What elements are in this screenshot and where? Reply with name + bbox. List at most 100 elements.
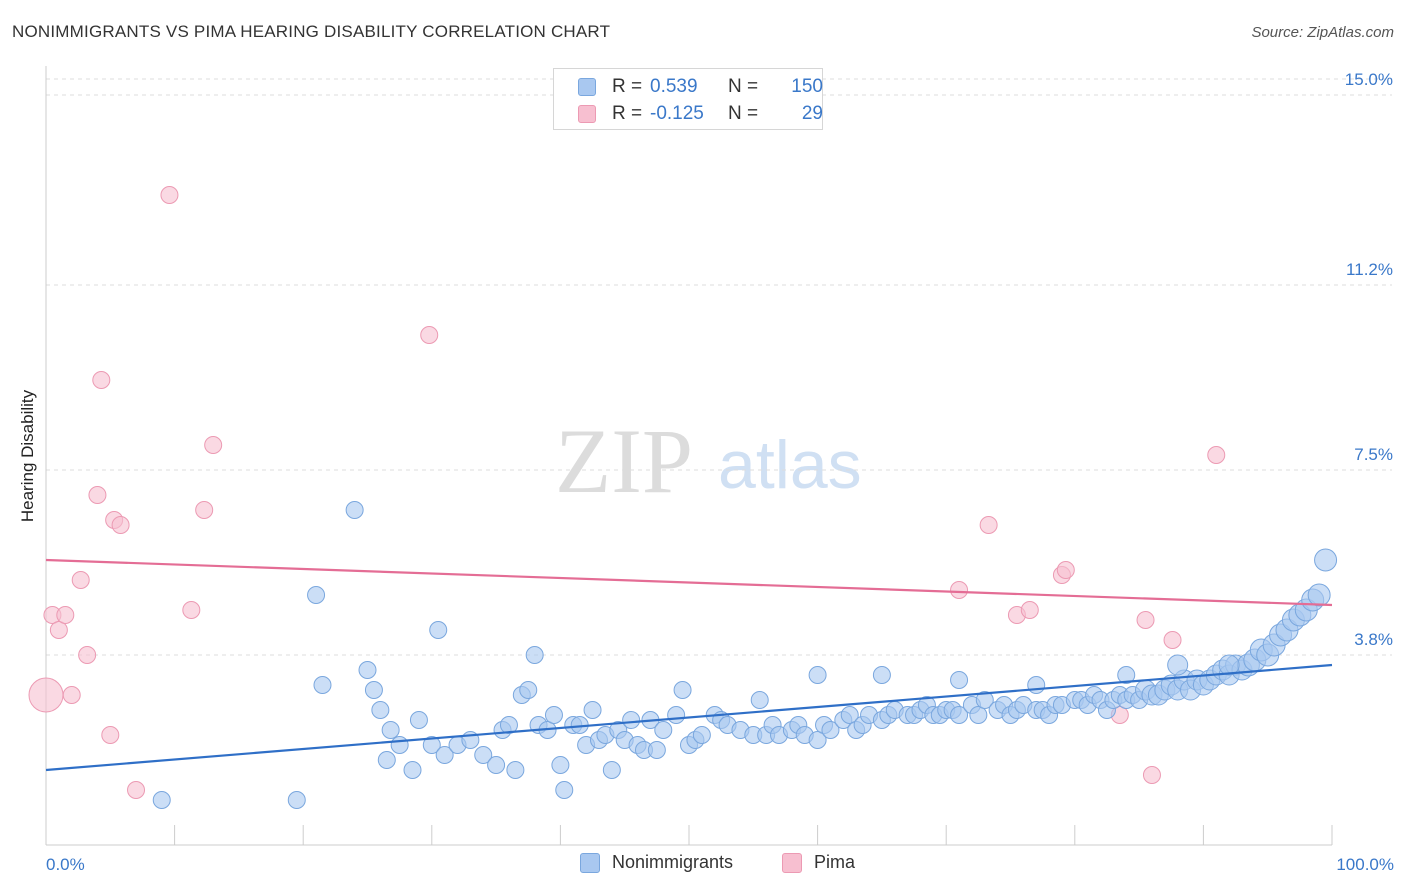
data-point-nonimmigrants: [1027, 676, 1046, 694]
y-tick-label: 7.5%: [1354, 445, 1393, 464]
data-point-nonimmigrants: [544, 706, 563, 724]
data-point-nonimmigrants: [602, 761, 621, 779]
data-point-nonimmigrants: [345, 501, 364, 519]
data-point-nonimmigrants: [975, 691, 994, 709]
data-point-pima: [28, 677, 64, 713]
data-point-pima: [101, 726, 120, 744]
data-point-nonimmigrants: [750, 691, 769, 709]
stats-legend: R = 0.539 N = 150 R = -0.125 N = 29: [553, 68, 823, 130]
data-point-nonimmigrants: [307, 586, 326, 604]
data-point-pima: [420, 326, 439, 344]
data-point-pima: [62, 686, 81, 704]
data-point-pima: [71, 571, 90, 589]
data-point-nonimmigrants: [506, 761, 525, 779]
data-point-nonimmigrants: [654, 721, 673, 739]
legend-n-label: N =: [728, 76, 759, 97]
data-point-nonimmigrants: [950, 671, 969, 689]
data-point-pima: [195, 501, 214, 519]
data-point-pima: [49, 621, 68, 639]
legend-n-value: 29: [801, 103, 823, 124]
nonimmigrants-points: [152, 501, 1338, 809]
data-point-pima: [1163, 631, 1182, 649]
x-tick-label: 0.0%: [46, 855, 85, 874]
y-tick-label: 3.8%: [1354, 630, 1393, 649]
data-point-pima: [78, 646, 97, 664]
legend-swatch-pink: [578, 105, 596, 123]
data-point-nonimmigrants: [969, 706, 988, 724]
legend-r-label: R =: [612, 103, 643, 124]
data-point-nonimmigrants: [422, 736, 441, 754]
bottom-legend-swatch-blue: [580, 853, 600, 873]
data-point-nonimmigrants: [474, 746, 493, 764]
tick-labels: 3.8% 7.5% 11.2% 15.0% 0.0% 100.0%: [46, 70, 1394, 874]
data-point-pima: [111, 516, 130, 534]
data-point-nonimmigrants: [1314, 548, 1338, 572]
data-point-nonimmigrants: [950, 706, 969, 724]
pima-points: [28, 186, 1226, 799]
x-tick-label: 100.0%: [1336, 855, 1394, 874]
data-point-nonimmigrants: [409, 711, 428, 729]
data-point-pima: [950, 581, 969, 599]
data-point-pima: [182, 601, 201, 619]
data-point-pima: [88, 486, 107, 504]
watermark-zip: ZIP: [555, 410, 693, 512]
data-point-nonimmigrants: [390, 736, 409, 754]
data-point-nonimmigrants: [358, 661, 377, 679]
legend-r-label: R =: [612, 76, 643, 97]
data-point-nonimmigrants: [551, 756, 570, 774]
watermark-atlas: atlas: [718, 427, 862, 503]
data-point-pima: [1136, 611, 1155, 629]
legend-n-value: 150: [791, 76, 823, 97]
trend-line-pima: [45, 558, 1333, 607]
data-point-nonimmigrants: [313, 676, 332, 694]
data-point-nonimmigrants: [429, 621, 448, 639]
data-point-nonimmigrants: [1117, 666, 1136, 684]
y-axis-label: Hearing Disability: [18, 389, 37, 523]
data-point-nonimmigrants: [673, 681, 692, 699]
legend-swatch-blue: [578, 78, 596, 96]
data-point-nonimmigrants: [381, 721, 400, 739]
data-point-nonimmigrants: [525, 646, 544, 664]
data-point-nonimmigrants: [555, 781, 574, 799]
bottom-legend-label: Pima: [814, 852, 856, 872]
data-point-nonimmigrants: [371, 701, 390, 719]
data-point-pima: [1142, 766, 1161, 784]
data-point-nonimmigrants: [403, 761, 422, 779]
bottom-legend-swatch-pink: [782, 853, 802, 873]
data-point-nonimmigrants: [1167, 654, 1189, 676]
legend-r-value: 0.539: [650, 76, 698, 97]
data-point-pima: [92, 371, 111, 389]
data-point-nonimmigrants: [622, 711, 641, 729]
data-point-nonimmigrants: [435, 746, 454, 764]
legend-n-label: N =: [728, 103, 759, 124]
watermark: ZIP atlas: [555, 410, 862, 512]
data-point-nonimmigrants: [840, 706, 859, 724]
source-credit: Source: ZipAtlas.com: [1251, 24, 1394, 41]
trend-line-nonimmigrants: [45, 663, 1333, 772]
chart-title: NONIMMIGRANTS VS PIMA HEARING DISABILITY…: [12, 22, 611, 41]
data-point-nonimmigrants: [152, 791, 171, 809]
data-point-pima: [1056, 561, 1075, 579]
data-point-nonimmigrants: [808, 731, 827, 749]
data-point-nonimmigrants: [487, 756, 506, 774]
data-point-pima: [127, 781, 146, 799]
data-point-nonimmigrants: [364, 681, 383, 699]
data-point-nonimmigrants: [377, 751, 396, 769]
grid: [46, 78, 1392, 656]
data-point-nonimmigrants: [499, 716, 518, 734]
data-point-nonimmigrants: [808, 666, 827, 684]
legend-r-value: -0.125: [650, 103, 704, 124]
data-point-nonimmigrants: [287, 791, 306, 809]
data-point-nonimmigrants: [647, 741, 666, 759]
data-point-pima: [160, 186, 179, 204]
axes: [45, 66, 1333, 846]
data-point-nonimmigrants: [519, 681, 538, 699]
data-point-pima: [1020, 601, 1039, 619]
y-tick-label: 15.0%: [1345, 70, 1393, 89]
data-point-pima: [56, 606, 75, 624]
data-point-nonimmigrants: [667, 706, 686, 724]
bottom-legend-label: Nonimmigrants: [612, 852, 734, 872]
data-point-nonimmigrants: [872, 666, 891, 684]
data-point-pima: [979, 516, 998, 534]
